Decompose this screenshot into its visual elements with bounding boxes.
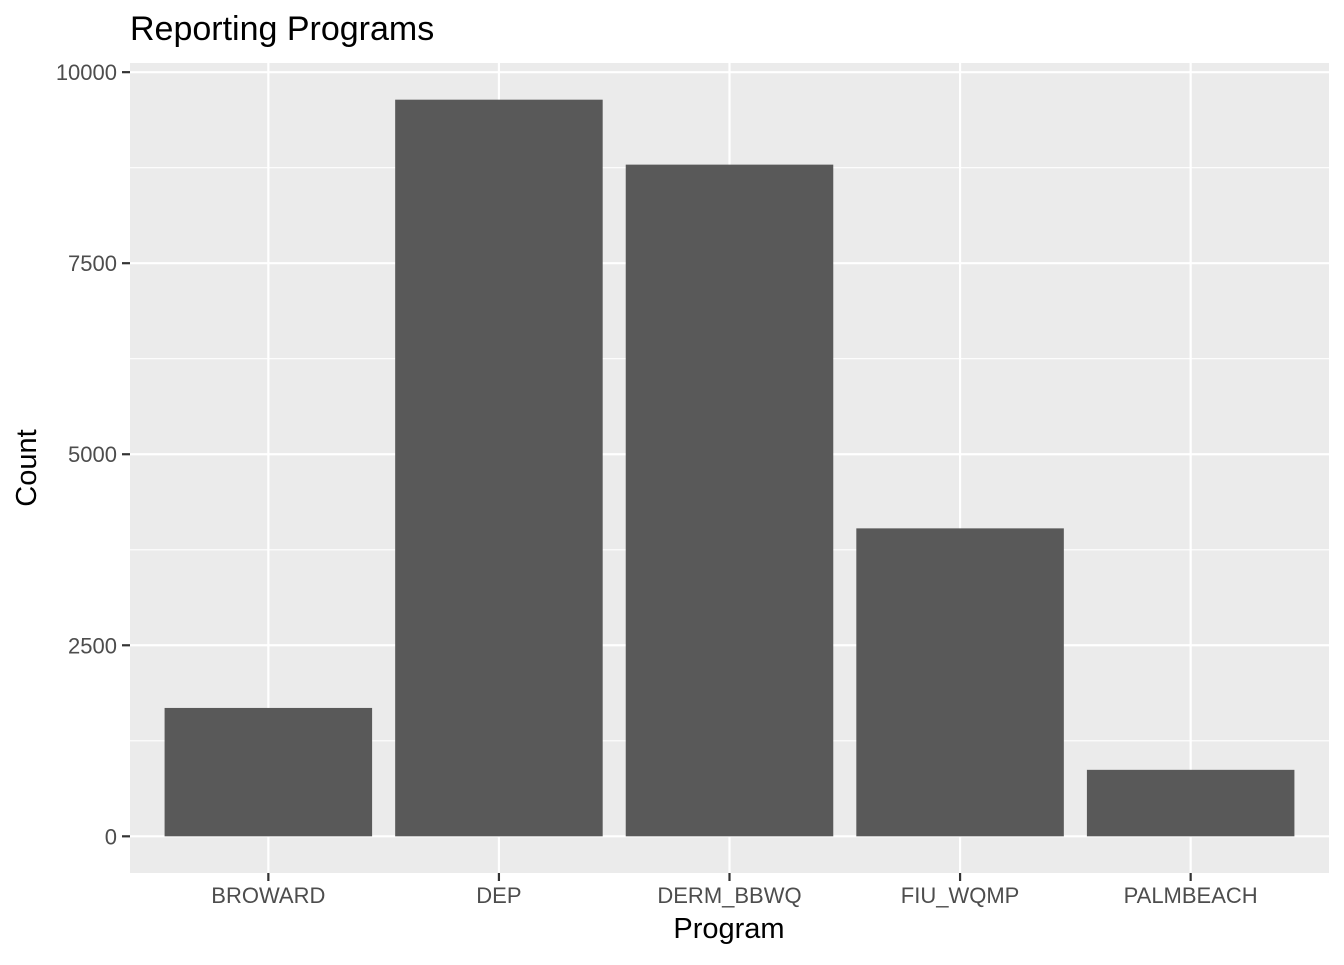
- x-tick-label: DERM_BBWQ: [657, 883, 801, 908]
- bar-palmbeach: [1086, 769, 1295, 837]
- bar-broward: [164, 707, 373, 837]
- y-axis-title: Count: [11, 429, 43, 506]
- x-tick-label: FIU_WQMP: [901, 883, 1020, 908]
- x-tick-label: BROWARD: [211, 883, 325, 908]
- x-tick-label: DEP: [476, 883, 521, 908]
- chart-title: Reporting Programs: [130, 10, 434, 48]
- y-tick-label: 5000: [68, 442, 117, 467]
- bar-derm-bbwq: [625, 164, 834, 837]
- y-tick-label: 0: [105, 824, 117, 849]
- y-tick-label: 2500: [68, 633, 117, 658]
- bar-fiu-wqmp: [856, 528, 1064, 837]
- y-tick-label: 10000: [56, 60, 117, 85]
- x-tick-label: PALMBEACH: [1124, 883, 1258, 908]
- y-tick-label: 7500: [68, 251, 117, 276]
- bar-dep: [395, 99, 603, 837]
- x-axis-title: Program: [673, 913, 784, 945]
